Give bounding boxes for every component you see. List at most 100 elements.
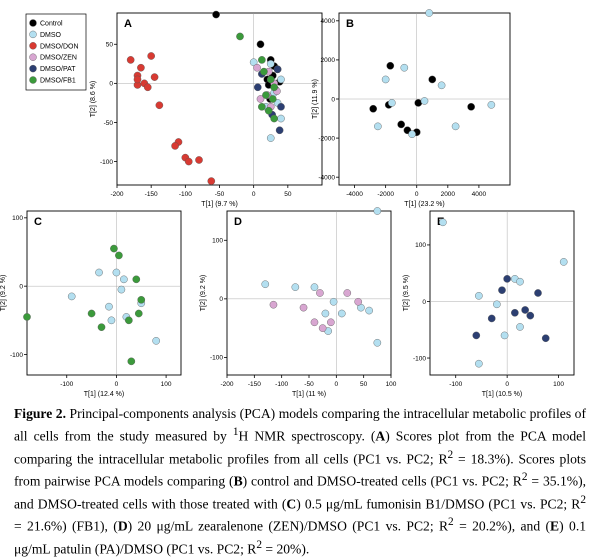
y-tick-label: 2000 <box>321 57 336 64</box>
x-tick-label: -150 <box>248 381 261 388</box>
point-fb1 <box>260 67 268 76</box>
legend-box <box>25 13 87 91</box>
x-tick-label: 2000 <box>441 191 456 198</box>
point-don <box>150 73 159 81</box>
point-dmso <box>559 258 568 266</box>
x-tick-label: -2000 <box>377 191 394 198</box>
point-zen <box>327 318 335 327</box>
x-tick-label: 0 <box>415 191 419 198</box>
point-zen <box>256 95 265 103</box>
legend-marker-control <box>29 19 37 27</box>
point-dmso <box>112 268 121 277</box>
point-dmso <box>321 309 330 318</box>
legend-marker-fb1 <box>29 76 37 84</box>
panel-e: -100 0 100 -100 0 100 T[1] (10.5 %) T[2] (9.5 %… <box>403 210 575 398</box>
y-tick-label: -50 <box>104 120 114 127</box>
y-tick-label: 4000 <box>321 18 336 25</box>
point-dmso <box>374 122 382 131</box>
point-dmso <box>117 285 126 294</box>
point-don <box>126 56 135 64</box>
legend-label: DMSO/PAT <box>40 66 76 73</box>
panel-letter: B <box>346 18 354 30</box>
x-tick-label: 50 <box>284 191 292 198</box>
x-tick-label: -100 <box>179 191 192 198</box>
point-control <box>467 103 475 111</box>
y-axis-label: T[2] (9.2 %) <box>200 275 207 312</box>
x-tick-label: 0 <box>505 381 509 388</box>
y-tick-label: -100 <box>210 355 223 362</box>
point-dmso <box>451 122 460 131</box>
x-tick-label: -200 <box>110 191 123 198</box>
point-pat <box>277 103 285 111</box>
point-dmso <box>425 9 433 17</box>
point-dmso <box>437 81 446 90</box>
point-zen <box>310 318 319 327</box>
point-dmso <box>493 300 501 309</box>
point-dmso <box>120 275 128 284</box>
point-fb1 <box>258 103 266 111</box>
panel-c: -100 0 100 -100 0 100 T[1] (12.4 %) T[2] (9.2 %… <box>0 210 182 398</box>
point-dmso <box>475 359 483 368</box>
point-dmso <box>516 323 524 331</box>
point-fb1 <box>266 75 275 84</box>
point-zen <box>269 300 278 309</box>
point-dmso <box>516 277 524 286</box>
point-don <box>133 75 142 84</box>
point-dmso <box>439 218 447 227</box>
point-pat <box>472 331 481 340</box>
legend-marker-pat <box>29 64 37 73</box>
x-tick-label: -100 <box>60 381 73 388</box>
point-dmso <box>400 63 409 72</box>
y-axis-label: T[2] (8.6 %) <box>90 81 97 118</box>
y-tick-label: 0 <box>219 296 223 303</box>
point-control <box>212 10 220 19</box>
point-pat <box>503 275 511 283</box>
legend: Control DMSO DMSO/DON DMSO/ZEN DMSO/PAT DMSO/… <box>25 13 87 91</box>
point-fb1 <box>264 106 273 115</box>
point-dmso <box>365 306 373 315</box>
point-pat <box>534 289 542 297</box>
point-dmso <box>373 207 382 215</box>
point-don <box>184 157 193 166</box>
point-pat <box>253 83 262 92</box>
caption-figure-label: Figure 2. <box>14 406 66 421</box>
legend-marker-dmso <box>29 30 37 39</box>
legend-label: DMSO/ZEN <box>40 55 77 62</box>
y-tick-label: -4000 <box>318 174 335 181</box>
x-tick-label: -50 <box>304 381 314 388</box>
point-zen <box>253 63 261 72</box>
point-don <box>143 83 152 92</box>
point-dmso <box>381 75 390 84</box>
point-control <box>428 75 437 84</box>
point-don <box>207 177 216 185</box>
point-fb1 <box>262 91 270 99</box>
point-dmso <box>408 130 416 138</box>
point-fb1 <box>258 56 266 64</box>
x-tick-label: -200 <box>220 381 233 388</box>
point-control <box>369 104 378 113</box>
point-pat <box>275 126 284 135</box>
point-dmso <box>373 338 382 347</box>
y-axis-label: T[2] (9.2 %) <box>0 275 7 312</box>
figure-2-panels: -200 -150 -100 -50 0 50 -100 -50 0 50 T[1] (9.7 %)… <box>0 9 575 398</box>
panel-letter: C <box>34 216 42 228</box>
point-pat <box>498 286 506 294</box>
y-tick-label: -100 <box>413 355 426 362</box>
point-dmso <box>95 268 103 277</box>
panel-b: -4000 -2000 0 2000 4000 -4000 -2000 0 2000 4000 T[… <box>312 9 511 208</box>
x-axis-label: T[1] (23.2 %) <box>404 201 444 208</box>
x-axis-label: T[1] (12.4 %) <box>84 391 124 398</box>
plot-frame <box>226 210 392 376</box>
x-tick-label: -50 <box>215 191 225 198</box>
point-fb1 <box>97 323 106 331</box>
point-dmso <box>277 75 285 84</box>
point-zen <box>318 324 327 332</box>
point-fb1 <box>23 313 31 321</box>
y-tick-label: 0 <box>331 96 335 103</box>
y-tick-label: 100 <box>12 215 23 222</box>
legend-label: DMSO/FB1 <box>40 78 76 85</box>
point-dmso <box>475 292 483 300</box>
x-tick-label: 0 <box>115 381 119 388</box>
point-fb1 <box>270 83 278 92</box>
x-tick-label: 0 <box>335 381 339 388</box>
